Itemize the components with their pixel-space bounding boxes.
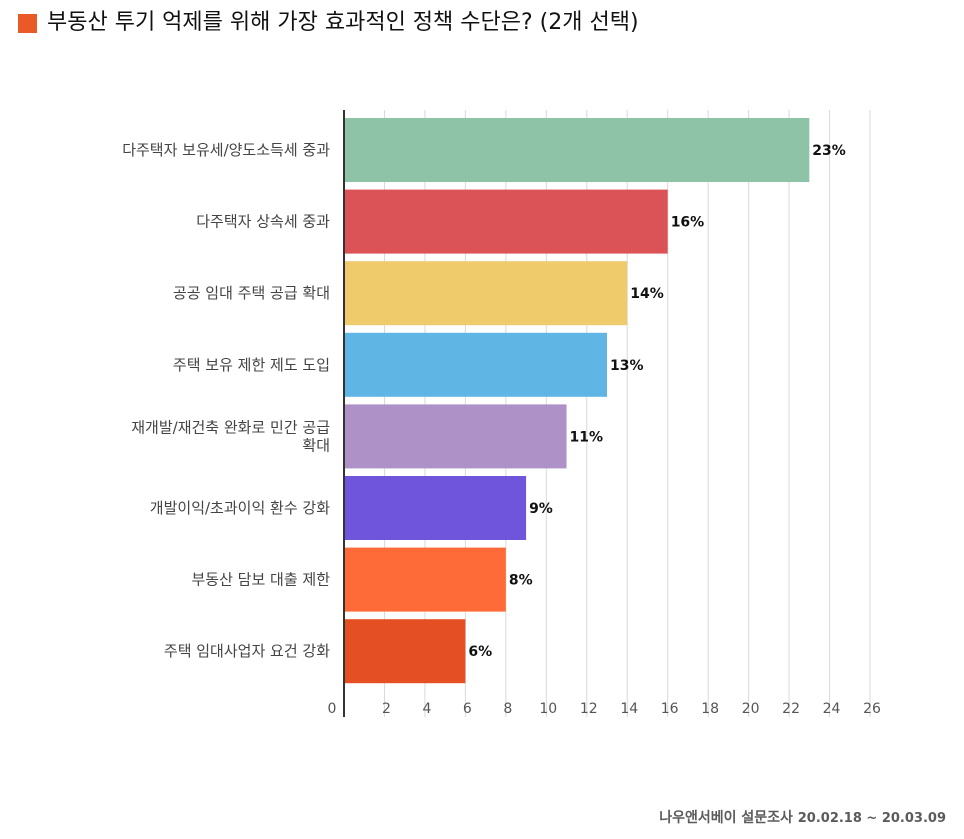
value-label: 8% [509, 573, 533, 589]
x-tick-label: 26 [863, 701, 881, 717]
source-name: 나우앤서베이 설문조사 [659, 810, 793, 826]
category-label: 재개발/재건축 완화로 민간 공급 [131, 418, 330, 436]
x-tick-labels: 0 2 4 6 8 10 12 14 16 18 20 22 24 26 [328, 701, 881, 717]
value-label: 6% [468, 644, 492, 660]
value-label: 9% [529, 501, 553, 517]
chart-title-area: 부동산 투기 억제를 위해 가장 효과적인 정책 수단은? (2개 선택) [18, 8, 639, 38]
value-label: 14% [630, 286, 664, 302]
source-note: 나우앤서베이 설문조사 20.02.18 ~ 20.03.09 [659, 807, 946, 827]
category-label: 공공 임대 주택 공급 확대 [173, 284, 330, 302]
bar-1 [344, 118, 810, 182]
value-label: 23% [812, 143, 846, 159]
x-tick-label: 14 [620, 701, 638, 717]
chart-title: 부동산 투기 억제를 위해 가장 효과적인 정책 수단은? (2개 선택) [47, 10, 639, 35]
x-tick-label: 20 [742, 701, 760, 717]
bar-8 [344, 619, 466, 684]
x-tick-label: 24 [823, 701, 841, 717]
x-tick-label: 10 [539, 701, 557, 717]
source-period: 20.02.18 ~ 20.03.09 [797, 811, 946, 826]
category-label: 주택 보유 제한 제도 도입 [173, 356, 330, 374]
x-tick-label: 8 [503, 701, 512, 717]
x-tick-label: 0 [328, 701, 337, 717]
category-label: 개발이익/초과이익 환수 강화 [150, 499, 330, 517]
x-tick-label: 12 [580, 701, 598, 717]
category-label: 다주택자 상속세 중과 [196, 213, 330, 231]
value-label: 16% [671, 215, 705, 231]
value-label: 11% [570, 429, 604, 445]
x-tick-label: 4 [422, 701, 431, 717]
x-tick-label: 22 [782, 701, 800, 717]
bar-4 [344, 332, 607, 397]
x-tick-label: 6 [463, 701, 472, 717]
x-tick-label: 16 [661, 701, 679, 717]
category-label: 주택 임대사업자 요건 강화 [164, 642, 330, 660]
bar-6 [344, 476, 527, 540]
bar-3 [344, 261, 628, 326]
bar-7 [344, 547, 506, 612]
title-marker-square-icon [18, 13, 37, 33]
chart-bars [344, 118, 810, 684]
value-labels: 23% 16% 14% 13% 11% 9% 8% 6% [468, 143, 845, 660]
category-label: 부동산 담보 대출 제한 [191, 571, 330, 589]
bar-5 [344, 404, 567, 469]
category-label: 다주택자 보유세/양도소득세 중과 [122, 141, 330, 159]
x-tick-label: 18 [701, 701, 719, 717]
bar-2 [344, 189, 668, 254]
x-tick-label: 2 [382, 701, 391, 717]
category-label: 확대 [302, 436, 330, 454]
value-label: 13% [610, 358, 644, 374]
